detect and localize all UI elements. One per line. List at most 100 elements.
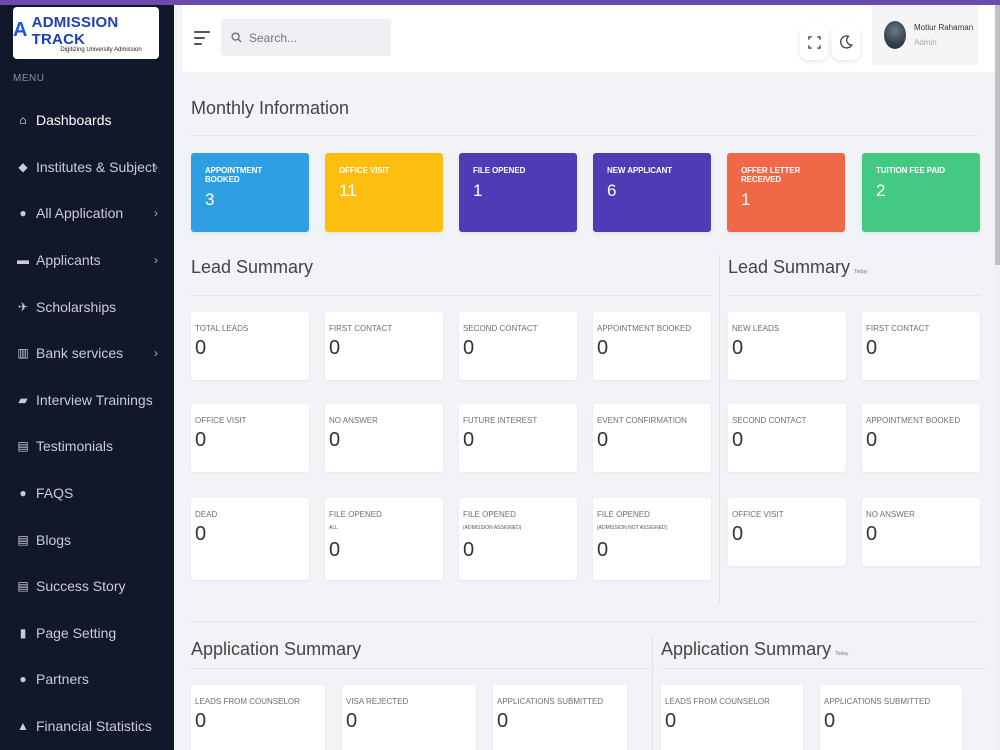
summary-card[interactable]: LEADS FROM COUNSELOR 0 xyxy=(661,685,803,750)
today-badge: Today xyxy=(835,651,849,657)
stat-card[interactable]: TUITION FEE PAID 2 xyxy=(862,153,980,232)
summary-card[interactable]: FIRST CONTACT 0 xyxy=(325,312,443,380)
stat-label: NEW APPLICANT xyxy=(607,166,673,175)
card-sublabel: (ADMISSION NOT ASSIGNED) xyxy=(597,525,668,531)
summary-card[interactable]: NO ANSWER 0 xyxy=(325,404,443,472)
chat-bubble-icon: ● xyxy=(19,486,27,501)
summary-card[interactable]: SECOND CONTACT 0 xyxy=(728,404,846,472)
card-label: FUTURE INTEREST xyxy=(463,416,538,425)
summary-card[interactable]: NEW LEADS 0 xyxy=(728,312,846,380)
summary-card[interactable]: LEADS FROM COUNSELOR 0 xyxy=(191,685,325,750)
stat-card[interactable]: APPOINTMENT BOOKED 3 xyxy=(191,153,309,232)
avatar xyxy=(884,21,906,49)
search-box[interactable] xyxy=(221,19,391,56)
sidebar-item-bank-services[interactable]: ▥ Bank services › xyxy=(0,330,174,377)
menu-toggle-icon[interactable] xyxy=(194,31,210,49)
sidebar-item-label: Scholarships xyxy=(36,298,117,315)
summary-card[interactable]: APPOINTMENT BOOKED 0 xyxy=(593,312,711,380)
sidebar-item-scholarships[interactable]: ✈ Scholarships xyxy=(0,283,174,330)
stat-card[interactable]: OFFER LETTER RECEIVED 1 xyxy=(727,153,845,232)
search-input[interactable] xyxy=(249,30,379,45)
card-label: NO ANSWER xyxy=(329,416,378,425)
summary-card[interactable]: APPLICATIONS SUBMITTED 0 xyxy=(493,685,627,750)
stat-card[interactable]: NEW APPLICANT 6 xyxy=(593,153,711,232)
card-label: FIRST CONTACT xyxy=(329,324,393,333)
sidebar-item-label: Bank services xyxy=(36,345,124,362)
stat-value: 6 xyxy=(607,181,617,200)
sidebar-item-success-story[interactable]: ▤ Success Story xyxy=(0,563,174,610)
divider xyxy=(661,668,986,669)
home-icon: ⌂ xyxy=(19,113,27,128)
summary-card[interactable]: APPLICATIONS SUBMITTED 0 xyxy=(820,685,962,750)
application-summary-title: Application Summary xyxy=(191,639,362,659)
summary-card[interactable]: EVENT CONFIRMATION 0 xyxy=(593,404,711,472)
sidebar: A ADMISSION TRACK Digitizing University … xyxy=(0,5,174,750)
scrollbar-track[interactable] xyxy=(995,5,1000,750)
chevron-right-icon: › xyxy=(154,159,158,174)
sidebar-item-all-application[interactable]: ● All Application › xyxy=(0,190,174,237)
card-value: 0 xyxy=(866,337,878,359)
search-icon xyxy=(231,32,242,43)
sidebar-item-institutes-subject[interactable]: ◆ Institutes & Subject › xyxy=(0,144,174,191)
summary-card[interactable]: FILE OPENED (ADMISSION ASSIGNED) 0 xyxy=(459,498,577,580)
card-value: 0 xyxy=(329,539,341,561)
summary-card[interactable]: OFFICE VISIT 0 xyxy=(728,498,846,566)
sidebar-item-label: Success Story xyxy=(36,578,126,595)
sidebar-item-dashboards[interactable]: ⌂ Dashboards xyxy=(0,97,174,144)
summary-card[interactable]: NO ANSWER 0 xyxy=(862,498,980,566)
card-label: FILE OPENED xyxy=(329,510,382,519)
card-value: 0 xyxy=(732,523,744,545)
card-value: 0 xyxy=(866,429,878,451)
sidebar-item-label: Blogs xyxy=(36,531,72,548)
card-label: LEADS FROM COUNSELOR xyxy=(665,697,770,706)
sidebar-item-faqs[interactable]: ● FAQS xyxy=(0,470,174,517)
graduation-cap-icon: ◆ xyxy=(18,159,28,174)
summary-card[interactable]: FILE OPENED (ADMISSION NOT ASSIGNED) 0 xyxy=(593,498,711,580)
summary-card[interactable]: VISA REJECTED 0 xyxy=(342,685,476,750)
sidebar-item-label: Dashboards xyxy=(36,112,112,129)
user-profile[interactable]: Motiur Rahaman Admin xyxy=(872,5,978,65)
logo-text: ADMISSION TRACK xyxy=(31,13,119,48)
card-label: APPLICATIONS SUBMITTED xyxy=(497,697,604,706)
sidebar-item-interview-trainings[interactable]: ▰ Interview Trainings xyxy=(0,377,174,424)
card-label: LEADS FROM COUNSELOR xyxy=(195,697,300,706)
fullscreen-button[interactable] xyxy=(800,24,828,60)
stat-label: OFFER LETTER RECEIVED xyxy=(741,166,801,184)
card-label: APPLICATIONS SUBMITTED xyxy=(824,697,931,706)
summary-card[interactable]: FUTURE INTEREST 0 xyxy=(459,404,577,472)
app-logo[interactable]: A ADMISSION TRACK Digitizing University … xyxy=(13,7,159,59)
card-value: 0 xyxy=(732,429,744,451)
summary-card[interactable]: DEAD 0 xyxy=(191,498,309,580)
dark-mode-button[interactable] xyxy=(832,24,860,60)
summary-card[interactable]: OFFICE VISIT 0 xyxy=(191,404,309,472)
sidebar-item-applicants[interactable]: ▬ Applicants › xyxy=(0,237,174,284)
scrollbar-thumb[interactable] xyxy=(995,5,1000,265)
card-sublabel: ALL xyxy=(329,525,338,531)
divider xyxy=(191,295,711,296)
chart-icon: ▲ xyxy=(17,719,29,734)
sidebar-item-page-setting[interactable]: ▮ Page Setting xyxy=(0,610,174,657)
chevron-right-icon: › xyxy=(154,206,158,221)
sidebar-item-partners[interactable]: ● Partners xyxy=(0,656,174,703)
summary-card[interactable]: SECOND CONTACT 0 xyxy=(459,312,577,380)
sidebar-item-label: Interview Trainings xyxy=(36,391,153,408)
stat-card[interactable]: OFFICE VISIT 11 xyxy=(325,153,443,232)
sidebar-item-blogs[interactable]: ▤ Blogs xyxy=(0,516,174,563)
card-value: 0 xyxy=(824,710,836,732)
summary-card[interactable]: APPOINTMENT BOOKED 0 xyxy=(862,404,980,472)
stat-value: 1 xyxy=(473,181,483,200)
card-label: NO ANSWER xyxy=(866,510,915,519)
application-summary-today-title: Application Summary Today xyxy=(661,639,849,659)
card-value: 0 xyxy=(463,429,475,451)
card-value: 0 xyxy=(665,710,677,732)
header: Motiur Rahaman Admin xyxy=(182,5,1000,72)
stat-label: FILE OPENED xyxy=(473,166,526,175)
sidebar-item-label: FAQS xyxy=(36,485,74,502)
summary-card[interactable]: FILE OPENED ALL 0 xyxy=(325,498,443,580)
sidebar-item-label: Page Setting xyxy=(36,624,117,641)
sidebar-item-testimonials[interactable]: ▤ Testimonials xyxy=(0,423,174,470)
stat-card[interactable]: FILE OPENED 1 xyxy=(459,153,577,232)
summary-card[interactable]: TOTAL LEADS 0 xyxy=(191,312,309,380)
sidebar-item-financial-statistics[interactable]: ▲ Financial Statistics xyxy=(0,703,174,750)
summary-card[interactable]: FIRST CONTACT 0 xyxy=(862,312,980,380)
